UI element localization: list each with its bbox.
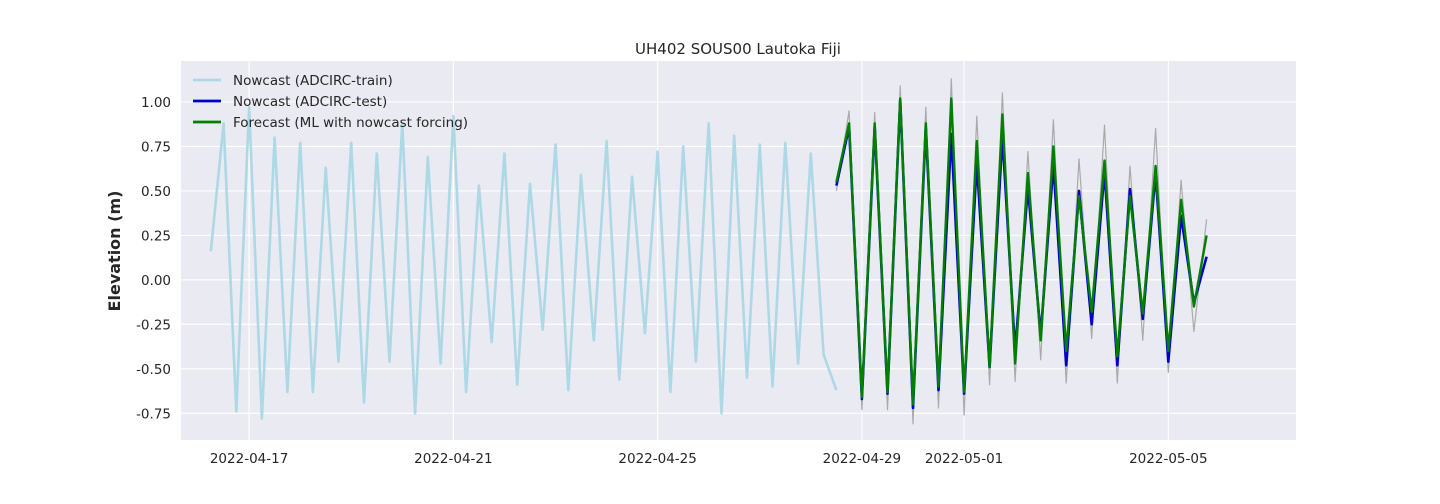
series-layer <box>209 78 1208 425</box>
y-tick-label: 0.00 <box>141 273 171 289</box>
x-tick-label: 2022-04-17 <box>210 451 288 467</box>
y-tick-label: 1.00 <box>141 95 171 111</box>
x-tick-label: 2022-04-29 <box>823 451 901 467</box>
y-tick-label: -0.75 <box>136 406 171 422</box>
legend-label: Nowcast (ADCIRC-test) <box>233 94 387 110</box>
y-tick-label: -0.50 <box>136 362 171 378</box>
y-tick-label: 0.50 <box>141 184 171 200</box>
legend: Nowcast (ADCIRC-train) Nowcast (ADCIRC-te… <box>193 73 468 131</box>
y-tick-label: -0.25 <box>136 317 171 333</box>
x-tick-label: 2022-05-01 <box>925 451 1003 467</box>
x-tick-label: 2022-04-21 <box>414 451 492 467</box>
chart-title: UH402 SOUS00 Lautoka Fiji <box>635 40 841 58</box>
x-tick-label: 2022-05-05 <box>1129 451 1207 467</box>
y-axis-label: Elevation (m) <box>105 191 124 312</box>
legend-label: Nowcast (ADCIRC-train) <box>233 73 393 89</box>
y-axis-ticks: 1.00 0.75 0.50 0.25 0.00 -0.25 -0.50 -0.75 <box>136 95 171 422</box>
x-tick-label: 2022-04-25 <box>618 451 696 467</box>
series-line-nowcast-train <box>209 106 838 420</box>
series-line-forecast <box>835 97 1208 406</box>
x-axis-ticks: 2022-04-17 2022-04-21 2022-04-25 2022-04-29… <box>210 451 1208 467</box>
y-tick-label: 0.25 <box>141 228 171 244</box>
legend-label: Forecast (ML with nowcast forcing) <box>233 115 468 131</box>
y-tick-label: 0.75 <box>141 139 171 155</box>
